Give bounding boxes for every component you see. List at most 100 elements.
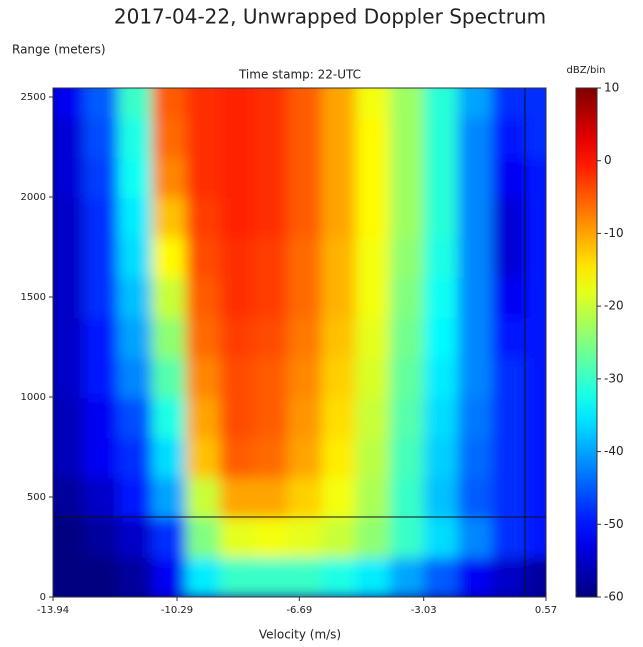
heatmap-cell [355, 356, 392, 398]
heatmap-cell [117, 276, 154, 318]
heatmap-cell [253, 116, 290, 158]
heatmap-cell [525, 396, 546, 438]
y-tick-label: 0 [40, 592, 46, 603]
heatmap-cell [491, 356, 528, 398]
heatmap-cell [525, 356, 546, 398]
heatmap-cell [117, 476, 154, 518]
heatmap-cell [253, 396, 290, 438]
heatmap-cell [117, 88, 154, 118]
heatmap-cell [151, 556, 188, 597]
heatmap-cell [491, 516, 528, 558]
heatmap-cell [491, 196, 528, 238]
heatmap-cell [83, 356, 120, 398]
heatmap-cell [83, 436, 120, 478]
heatmap-cell [491, 396, 528, 438]
heatmap-cell [321, 476, 358, 518]
heatmap-cell [457, 236, 494, 278]
colorbar-tick-label: -20 [604, 299, 624, 313]
heatmap-cell [253, 88, 290, 118]
heatmap-cell [321, 276, 358, 318]
heatmap-cell [185, 316, 222, 358]
heatmap-cell [117, 516, 154, 558]
heatmap-cell [457, 156, 494, 198]
heatmap-cell [457, 476, 494, 518]
heatmap-cell [185, 556, 222, 597]
heatmap-cell [389, 88, 426, 118]
heatmap-cell [423, 436, 460, 478]
heatmap-cell [287, 396, 324, 438]
heatmap-cell [83, 396, 120, 438]
heatmap-cell [423, 196, 460, 238]
heatmap-cell [219, 396, 256, 438]
heatmap-cell [53, 356, 86, 398]
heatmap-cell [321, 516, 358, 558]
heatmap-cell [53, 88, 86, 118]
heatmap-cell [83, 196, 120, 238]
heatmap-cell [355, 196, 392, 238]
heatmap-cell [219, 436, 256, 478]
heatmap-cell [151, 156, 188, 198]
heatmap-cell [287, 116, 324, 158]
heatmap-cell [457, 116, 494, 158]
heatmap-cell [525, 556, 546, 597]
heatmap-cell [53, 556, 86, 597]
heatmap-cell [151, 516, 188, 558]
heatmap-cell [355, 476, 392, 518]
heatmap-cell [321, 236, 358, 278]
y-tick-label: 2000 [21, 192, 46, 203]
heatmap-cell [219, 476, 256, 518]
heatmap-cell [219, 316, 256, 358]
heatmap-cell [83, 516, 120, 558]
heatmap-cell [355, 116, 392, 158]
colorbar-tick-label: -40 [604, 444, 624, 458]
heatmap-cell [457, 196, 494, 238]
colorbar-label: dBZ/bin [567, 65, 606, 76]
heatmap-cell [151, 396, 188, 438]
heatmap-cell [457, 556, 494, 597]
heatmap-cell [253, 556, 290, 597]
heatmap-cell [219, 88, 256, 118]
heatmap-cell [525, 316, 546, 358]
heatmap-cell [219, 116, 256, 158]
heatmap-cell [83, 156, 120, 198]
heatmap-cell [389, 436, 426, 478]
heatmap-cell [151, 276, 188, 318]
heatmap-cell [53, 156, 86, 198]
heatmap-cell [287, 88, 324, 118]
heatmap-cell [525, 196, 546, 238]
heatmap-cell [253, 516, 290, 558]
y-tick-label: 1000 [21, 392, 46, 403]
heatmap-cell [355, 236, 392, 278]
heatmap-cell [491, 236, 528, 278]
x-tick-label: -3.03 [411, 605, 437, 616]
heatmap-cell [219, 516, 256, 558]
heatmap-cell [219, 236, 256, 278]
heatmap-cell [389, 316, 426, 358]
chart-subtitle: Time stamp: 22-UTC [238, 68, 361, 82]
heatmap-cell [53, 396, 86, 438]
heatmap-cell [389, 276, 426, 318]
heatmap-cell [491, 88, 528, 118]
heatmap-cell [117, 196, 154, 238]
heatmap-cell [117, 236, 154, 278]
heatmap-cell [491, 316, 528, 358]
heatmap-cell [117, 316, 154, 358]
heatmap-cell [423, 88, 460, 118]
heatmap-cell [287, 556, 324, 597]
heatmap-cell [117, 356, 154, 398]
heatmap-cell [253, 436, 290, 478]
heatmap-cell [53, 516, 86, 558]
heatmap-cell [185, 436, 222, 478]
heatmap-cell [53, 196, 86, 238]
heatmap-cell [117, 116, 154, 158]
heatmap-cell [423, 356, 460, 398]
heatmap-cell [355, 316, 392, 358]
heatmap-cell [389, 156, 426, 198]
heatmap-cell [83, 116, 120, 158]
heatmap-cell [287, 356, 324, 398]
heatmap-cell [219, 156, 256, 198]
colorbar-tick-label: 0 [604, 153, 612, 167]
heatmap-cell [423, 316, 460, 358]
heatmap-cell [185, 116, 222, 158]
